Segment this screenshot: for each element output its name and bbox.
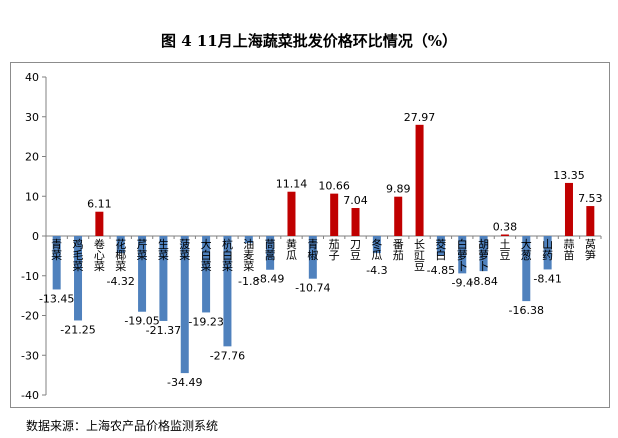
data-label: 6.11 bbox=[87, 198, 112, 211]
y-tick-label: -40 bbox=[21, 389, 39, 402]
category-label: 白萝卜 bbox=[457, 237, 468, 273]
bar bbox=[586, 206, 595, 236]
data-label: 10.66 bbox=[318, 180, 350, 193]
data-label: 27.97 bbox=[404, 111, 436, 124]
chart-frame: 40 30 20 10 0 -10 -20 -30 -40 青菜 -13.45 鸡毛菜 -21.25 卷心… bbox=[10, 62, 610, 408]
category-label: 芹菜 bbox=[137, 238, 148, 262]
category-label: 生菜 bbox=[158, 237, 169, 262]
data-label: 11.14 bbox=[276, 178, 308, 191]
data-label: -16.38 bbox=[509, 304, 544, 317]
bar bbox=[372, 236, 381, 254]
category-label: 莴笋 bbox=[585, 238, 596, 262]
category-label: 茄子 bbox=[329, 237, 340, 262]
data-label: -10.74 bbox=[295, 282, 330, 295]
bar bbox=[74, 236, 83, 321]
bar bbox=[330, 193, 339, 236]
data-label: -34.49 bbox=[167, 376, 202, 389]
y-tick-label: 10 bbox=[25, 190, 39, 203]
data-source-note: 数据来源：上海农产品价格监测系统 bbox=[26, 419, 219, 433]
y-tick-label: -10 bbox=[21, 270, 39, 283]
data-label: 13.35 bbox=[553, 169, 585, 182]
bar bbox=[479, 236, 488, 272]
data-label: -27.76 bbox=[210, 349, 245, 362]
data-label: -9.4 bbox=[452, 276, 473, 289]
bar bbox=[159, 236, 168, 321]
category-label: 大白菜 bbox=[201, 237, 212, 273]
data-label: 7.53 bbox=[578, 192, 603, 205]
y-tick-label: 30 bbox=[25, 111, 39, 124]
bar bbox=[138, 236, 147, 312]
bar bbox=[266, 236, 275, 270]
bar bbox=[287, 191, 296, 236]
data-label: -8.49 bbox=[256, 273, 284, 286]
category-label: 长豇豆 bbox=[414, 238, 425, 273]
category-label: 大葱 bbox=[521, 237, 532, 262]
y-tick-label: 40 bbox=[25, 71, 39, 84]
category-label: 黄瓜 bbox=[286, 237, 297, 262]
category-label: 油麦菜 bbox=[243, 237, 254, 273]
bar bbox=[244, 236, 253, 244]
data-label: -8.84 bbox=[469, 275, 497, 288]
category-label: 菠菜 bbox=[179, 238, 190, 262]
data-label: -4.32 bbox=[106, 275, 134, 288]
bar bbox=[202, 236, 211, 313]
bar bbox=[223, 236, 232, 347]
bar bbox=[543, 236, 552, 270]
data-label: -21.37 bbox=[146, 324, 181, 337]
bar bbox=[436, 236, 445, 256]
bar bbox=[52, 236, 61, 290]
data-label: -21.25 bbox=[60, 323, 95, 336]
data-label: 0.38 bbox=[493, 220, 518, 233]
category-label: 卷心菜 bbox=[94, 237, 105, 273]
category-label: 茼蒿 bbox=[265, 238, 276, 262]
category-label: 番茄 bbox=[393, 238, 404, 262]
chart-title: 图 4 11月上海蔬菜批发价格环比情况（%） bbox=[160, 32, 457, 50]
y-tick-label: 0 bbox=[32, 230, 39, 243]
bar bbox=[95, 211, 104, 236]
category-label: 山药 bbox=[542, 238, 553, 262]
bar bbox=[564, 182, 573, 236]
category-label: 茭白 bbox=[435, 238, 446, 262]
data-label: -8.41 bbox=[533, 272, 561, 285]
data-label: -19.05 bbox=[124, 315, 159, 328]
category-label: 刀豆 bbox=[350, 238, 361, 262]
data-label: 9.89 bbox=[386, 183, 411, 196]
category-label: 杭白菜 bbox=[222, 237, 233, 273]
bar bbox=[458, 236, 467, 274]
bar bbox=[394, 196, 403, 236]
data-label: -1.8 bbox=[238, 275, 259, 288]
y-tick-label: -30 bbox=[21, 349, 39, 362]
data-label: -19.23 bbox=[188, 315, 223, 328]
bar bbox=[116, 236, 125, 254]
bar bbox=[180, 236, 189, 374]
data-label: 7.04 bbox=[343, 194, 368, 207]
bar bbox=[308, 236, 317, 279]
category-label: 花椰菜 bbox=[115, 238, 126, 273]
bar bbox=[500, 234, 509, 236]
category-label: 鸡毛菜 bbox=[73, 237, 84, 273]
category-label: 冬瓜 bbox=[371, 237, 382, 262]
bar bbox=[522, 236, 531, 302]
bar-chart: 40 30 20 10 0 -10 -20 -30 -40 青菜 -13.45 鸡毛菜 -21.25 卷心… bbox=[21, 71, 603, 402]
category-label: 青椒 bbox=[307, 238, 318, 262]
category-label: 土豆 bbox=[499, 238, 510, 262]
category-label: 蒜苗 bbox=[563, 238, 574, 262]
category-label: 青菜 bbox=[51, 238, 62, 262]
bar bbox=[415, 124, 424, 236]
y-tick-label: 20 bbox=[25, 151, 39, 164]
bar bbox=[351, 208, 360, 236]
category-label: 胡萝卜 bbox=[478, 237, 489, 273]
data-label: -4.85 bbox=[427, 264, 455, 277]
data-label: -13.45 bbox=[39, 292, 74, 305]
y-tick-label: -20 bbox=[21, 310, 39, 323]
data-label: -4.3 bbox=[366, 264, 387, 277]
